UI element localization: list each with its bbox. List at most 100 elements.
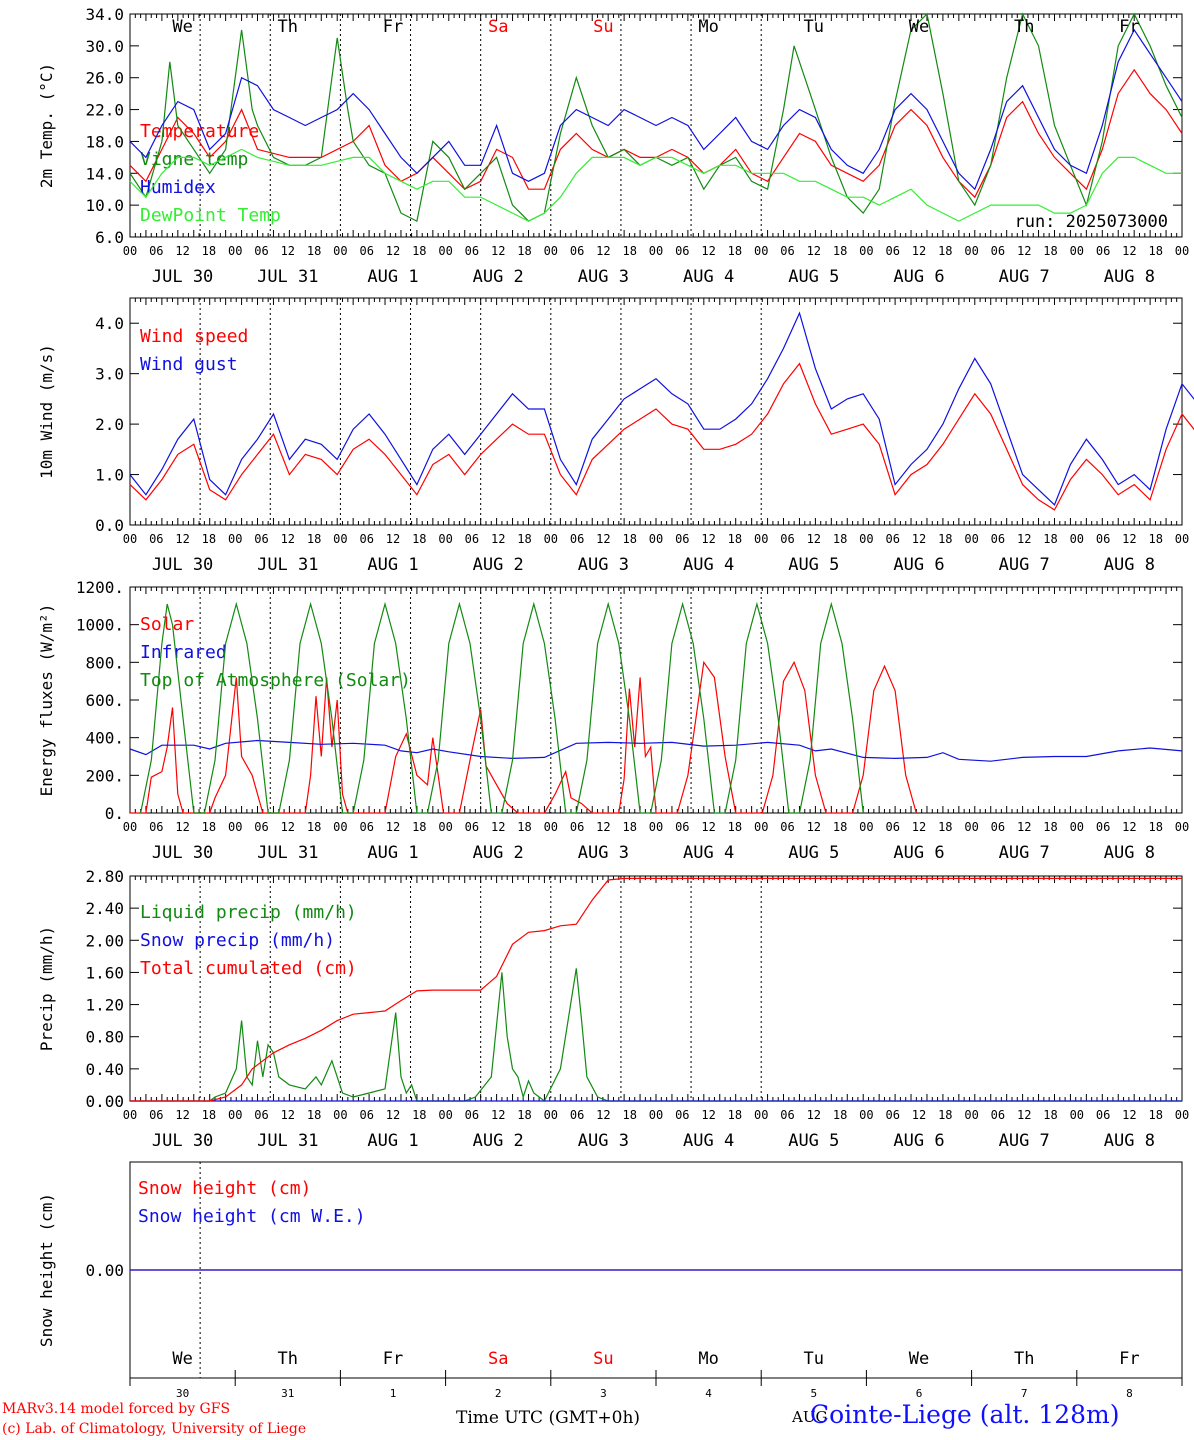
- hour-tick-label: 18: [412, 820, 426, 834]
- hour-tick-label: 06: [675, 532, 689, 546]
- hour-tick-label: 12: [701, 244, 715, 258]
- hour-tick-label: 12: [912, 1108, 926, 1122]
- hour-tick-label: 12: [386, 244, 400, 258]
- hour-tick-label: 06: [570, 1108, 584, 1122]
- hour-tick-label: 00: [754, 532, 768, 546]
- y-tick-label: 18.0: [85, 132, 124, 151]
- date-label: AUG 1: [367, 267, 418, 287]
- hour-tick-label: 12: [1122, 820, 1136, 834]
- y-tick-label: 26.0: [85, 69, 124, 88]
- hour-tick-label: 00: [1175, 820, 1189, 834]
- y-tick-label: 2.0: [95, 415, 124, 434]
- y-tick-label: 600.: [85, 691, 124, 710]
- date-label: AUG 8: [1104, 1131, 1155, 1151]
- legend-entry: Snow height (cm W.E.): [138, 1206, 366, 1227]
- hour-tick-label: 12: [386, 820, 400, 834]
- hour-tick-label: 12: [281, 244, 295, 258]
- legend-entry: Top of Atmosphere (Solar): [140, 670, 411, 691]
- hour-tick-label: 00: [649, 820, 663, 834]
- hour-tick-label: 12: [701, 820, 715, 834]
- day-name-label: Th: [1014, 17, 1034, 37]
- hour-tick-label: 18: [1043, 1108, 1057, 1122]
- hour-tick-label: 12: [281, 820, 295, 834]
- hour-tick-label: 06: [780, 820, 794, 834]
- plot-frame: [129, 586, 1183, 814]
- series-line: [129, 362, 1194, 511]
- legend-entry: Humidex: [140, 177, 216, 198]
- date-label: AUG 1: [367, 1131, 418, 1151]
- hour-tick-label: 18: [517, 1108, 531, 1122]
- hour-tick-label: 06: [675, 1108, 689, 1122]
- hour-tick-label: 06: [465, 532, 479, 546]
- day-name-label: Th: [1014, 1349, 1034, 1369]
- hour-tick-label: 00: [123, 1108, 137, 1122]
- hour-tick-label: 00: [228, 244, 242, 258]
- date-label: AUG 3: [578, 843, 629, 863]
- series-line: [129, 68, 1183, 199]
- hour-tick-label: 18: [833, 1108, 847, 1122]
- hour-tick-label: 00: [544, 532, 558, 546]
- hour-tick-label: 18: [412, 1108, 426, 1122]
- hour-tick-label: 06: [991, 532, 1005, 546]
- date-label: AUG 8: [1104, 843, 1155, 863]
- hour-tick-label: 18: [728, 244, 742, 258]
- hour-tick-label: 12: [175, 820, 189, 834]
- series-line: [129, 148, 1182, 222]
- y-tick-label: 2.80: [85, 867, 124, 886]
- hour-tick-label: 00: [228, 820, 242, 834]
- hour-tick-label: 12: [596, 244, 610, 258]
- date-label: AUG 3: [578, 267, 629, 287]
- hour-tick-label: 18: [622, 244, 636, 258]
- hour-tick-label: 12: [1017, 244, 1031, 258]
- hour-tick-label: 06: [1096, 1108, 1110, 1122]
- hour-tick-label: 18: [1148, 532, 1162, 546]
- hour-tick-label: 00: [228, 1108, 242, 1122]
- hour-tick-label: 00: [333, 244, 347, 258]
- hour-tick-label: 06: [780, 244, 794, 258]
- hour-tick-label: 06: [149, 820, 163, 834]
- hour-tick-label: 12: [1122, 244, 1136, 258]
- y-tick-label: 22.0: [85, 101, 124, 120]
- date-label: JUL 31: [257, 1131, 318, 1151]
- y-tick-label: 0.00: [85, 1261, 124, 1280]
- hour-tick-label: 18: [833, 244, 847, 258]
- day-name-label: Fr: [383, 1349, 403, 1369]
- hour-tick-label: 18: [622, 1108, 636, 1122]
- day-name-label: We: [909, 1349, 929, 1369]
- hour-tick-label: 18: [833, 820, 847, 834]
- hour-tick-label: 12: [912, 820, 926, 834]
- hour-tick-label: 18: [728, 1108, 742, 1122]
- hour-tick-label: 12: [912, 244, 926, 258]
- day-name-label: Mo: [698, 1349, 718, 1369]
- date-label: AUG 3: [578, 1131, 629, 1151]
- hour-tick-label: 06: [149, 1108, 163, 1122]
- day-number-label: 6: [916, 1387, 923, 1400]
- day-name-label: Th: [278, 1349, 298, 1369]
- date-label: AUG 1: [367, 843, 418, 863]
- hour-tick-label: 18: [728, 820, 742, 834]
- hour-tick-label: 00: [333, 1108, 347, 1122]
- series-line: [129, 28, 1183, 191]
- y-tick-label: 0.00: [85, 1092, 124, 1111]
- y-tick-label: 0.: [105, 804, 124, 823]
- hour-tick-label: 12: [175, 244, 189, 258]
- hour-tick-label: 12: [912, 532, 926, 546]
- day-number-label: 30: [176, 1387, 189, 1400]
- y-tick-label: 800.: [85, 653, 124, 672]
- date-label: AUG 4: [683, 843, 734, 863]
- date-label: AUG 5: [788, 843, 839, 863]
- hour-tick-label: 12: [807, 1108, 821, 1122]
- series-line: [130, 660, 917, 814]
- y-axis-label: Snow height (cm): [37, 1193, 56, 1347]
- hour-tick-label: 12: [807, 244, 821, 258]
- hour-tick-label: 00: [1175, 244, 1189, 258]
- legend-entry: Wind speed: [140, 326, 248, 347]
- hour-tick-label: 00: [123, 820, 137, 834]
- hour-tick-label: 12: [281, 532, 295, 546]
- hour-tick-label: 06: [1096, 532, 1110, 546]
- hour-tick-label: 00: [964, 532, 978, 546]
- hour-tick-label: 12: [1017, 532, 1031, 546]
- time-axis-title: Time UTC (GMT+0h): [456, 1408, 641, 1428]
- series-line: [129, 12, 1183, 222]
- hour-tick-label: 06: [570, 532, 584, 546]
